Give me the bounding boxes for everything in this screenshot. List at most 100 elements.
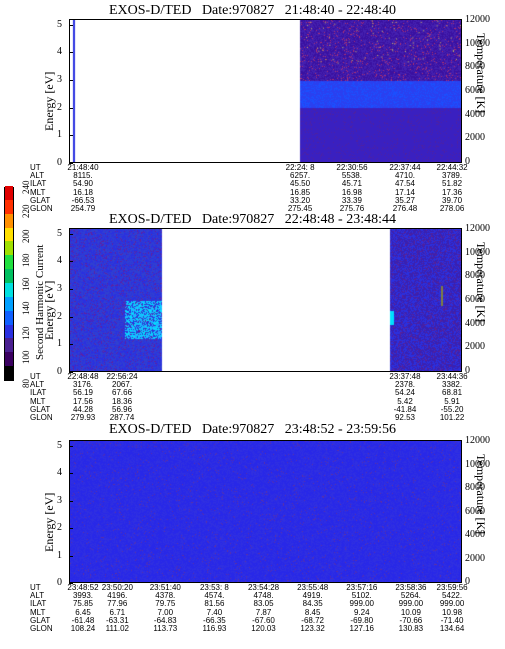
y-tick-label-right: 8000 (465, 61, 485, 73)
y-tick-label-right: 0 (465, 576, 470, 587)
orbit-cell: 47.54 (394, 179, 416, 189)
orbit-cell: 113.73 (153, 623, 178, 633)
orbit-column: 22:30:56 5538. 45.71 16.98 33.39 275.76 (336, 163, 367, 213)
orbit-cell: 3176. (72, 380, 94, 390)
panel-title-date: Date:970827 (201, 212, 275, 227)
orbit-cell: -70.66 (399, 615, 423, 625)
orbit-column: 22:48:48 3176. 56.19 17.56 44.28 279.93 (67, 372, 98, 422)
y-tick-label-right: 12000 (465, 223, 490, 234)
orbit-cell: 54.90 (72, 179, 94, 189)
orbit-cell: 22:44:32 (436, 163, 468, 172)
spectrogram-canvas-2 (70, 229, 461, 371)
orbit-cell: 23:37:48 (389, 372, 421, 381)
orbit-cell: 7.40 (206, 607, 223, 617)
orbit-cell: 4710. (394, 171, 416, 181)
y-tick-mark (69, 555, 73, 557)
orbit-row-label: ALT (30, 591, 45, 601)
orbit-cell: 23:57:16 (346, 583, 378, 592)
orbit-cell: 8115. (73, 171, 93, 181)
color-scale-segment (5, 351, 13, 367)
panel-1: EXOS-D/TED Date:970827 21:48:40 - 22:48:… (0, 3, 505, 213)
orbit-cell: 2067. (112, 380, 133, 390)
orbit-cell: -66.35 (203, 615, 226, 625)
spectrogram-plot-1 (69, 19, 462, 163)
y-tick-mark (69, 233, 73, 235)
y-tick-label-left: 3 (57, 494, 62, 506)
y-tick-label-right: 12000 (465, 435, 490, 446)
y-tick-label-left: 1 (57, 549, 62, 561)
orbit-cell: -67.60 (252, 615, 275, 625)
y-tick-label-left: 3 (57, 73, 62, 85)
color-scale-segment (5, 268, 13, 283)
orbit-cell: 4919. (302, 591, 323, 601)
orbit-cell: 51.82 (442, 179, 463, 189)
color-scale-segment (5, 337, 13, 353)
y-tick-label-right: 2000 (465, 132, 485, 144)
y-tick-label-right: 10000 (465, 246, 490, 258)
orbit-cell: 123.32 (300, 623, 325, 633)
color-scale-segment (5, 185, 13, 200)
orbit-cell: 45.71 (341, 179, 362, 189)
y-tick-mark (69, 52, 73, 54)
y-tick-mark (69, 107, 73, 109)
orbit-row-label: ALT (30, 171, 45, 181)
y-tick-label-left: 0 (57, 577, 62, 588)
orbit-cell: -66.53 (71, 195, 95, 205)
y-tick-mark (69, 528, 73, 529)
orbit-column: 23:59:56 5422. 999.00 10.98 -71.40 134.64 (436, 583, 468, 633)
y-tick-mark (69, 288, 73, 290)
orbit-cell: -71.40 (440, 615, 464, 625)
y-axis-label-energy: Energy [eV] (42, 492, 56, 552)
panel-title-range: 23:48:52 - 23:59:56 (284, 422, 396, 437)
color-scale-segment (5, 310, 13, 325)
orbit-cell: -61.48 (71, 615, 95, 625)
y-tick-label-right: 2000 (465, 341, 485, 353)
y-tick-label-right: 2000 (465, 552, 485, 564)
orbit-column: 22:24: 8 6257. 45.50 16.85 33.20 275.45 (286, 163, 315, 213)
orbit-cell: 3382. (442, 380, 463, 390)
spectrogram-canvas-1 (70, 20, 461, 162)
orbit-cell: 9.24 (353, 607, 370, 617)
y-tick-label-left: 4 (57, 46, 62, 58)
orbit-cell: 287.74 (109, 412, 135, 422)
orbit-row-label: ILAT (30, 179, 47, 189)
orbit-cell: 10.09 (400, 607, 421, 617)
orbit-cell: 33.20 (290, 195, 311, 205)
y-tick-label-left: 5 (57, 227, 62, 239)
y-tick-label-left: 1 (57, 129, 62, 141)
color-scale-segment (5, 296, 13, 311)
orbit-cell: 83.05 (253, 599, 274, 609)
y-tick-mark (69, 261, 73, 263)
orbit-cell: 4748. (253, 591, 274, 601)
orbit-row-label: ALT (30, 380, 45, 390)
orbit-cell: 17.14 (394, 187, 416, 197)
color-scale-segment (5, 365, 13, 380)
y-tick-label-right: 6000 (465, 505, 485, 517)
orbit-cell: 999.00 (439, 599, 465, 609)
panel-title-date: Date:970827 (201, 3, 275, 18)
orbit-cell: 23:59:56 (436, 583, 468, 592)
orbit-cell: 134.64 (439, 623, 465, 633)
y-tick-label-right: 10000 (465, 458, 490, 470)
orbit-cell: 23:54:28 (247, 583, 280, 592)
orbit-table-1: UT ALT ILAT MLT GLAT GLON 21:48:40 8115. 54.90 1… (30, 163, 505, 214)
orbit-table-2: UT ALT ILAT MLT GLAT GLON 22:48:48 3176. 56.19 1… (30, 372, 505, 423)
y-tick-mark (69, 135, 73, 137)
orbit-row-label: UT (30, 163, 41, 172)
orbit-row-label: MLT (30, 396, 46, 406)
orbit-cell: -63.31 (105, 615, 129, 625)
panel-2-title: EXOS-D/TED Date:970827 22:48:48 - 23:48:… (0, 212, 505, 228)
panel-title-instrument: EXOS-D/TED (109, 422, 192, 437)
panel-title-instrument: EXOS-D/TED (109, 3, 192, 18)
orbit-row-label: GLON (30, 203, 53, 213)
orbit-cell: 127.16 (349, 623, 375, 633)
orbit-cell: 54.24 (394, 388, 416, 398)
y-tick-mark (69, 316, 73, 318)
orbit-cell: 17.56 (72, 396, 94, 406)
y-tick-label-right: 4000 (465, 108, 485, 120)
orbit-cell: -55.20 (440, 404, 464, 414)
orbit-row-label: GLON (30, 412, 53, 422)
orbit-cell: 6257. (290, 171, 311, 181)
y-tick-label-left: 2 (57, 310, 62, 322)
y-tick-label-right: 4000 (465, 529, 485, 540)
